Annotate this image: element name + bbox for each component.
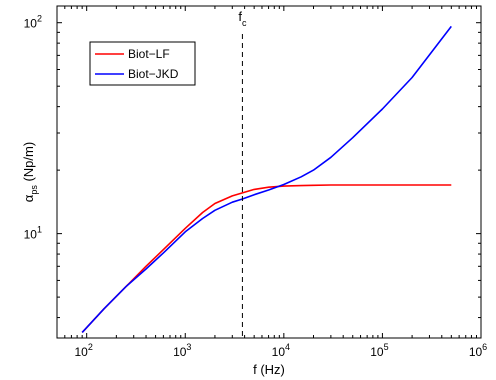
x-tick-label: 102 — [74, 342, 92, 359]
fc-label: fc — [238, 9, 247, 28]
x-tick-label: 105 — [370, 342, 388, 359]
y-axis-label-sub: ps — [29, 185, 39, 195]
legend-box — [89, 41, 196, 86]
y-axis-label: αps (Np/m) — [21, 142, 39, 202]
y-axis-label-unit: (Np/m) — [21, 142, 36, 185]
x-tick-label: 103 — [173, 342, 191, 359]
x-tick-label: 104 — [272, 342, 290, 359]
y-tick-label: 101 — [24, 225, 42, 242]
axis-ticks: 102 103 104 105 106 101 102 — [24, 6, 487, 359]
series-line-biot-jkd — [81, 25, 452, 333]
x-tick-label: 106 — [469, 342, 487, 359]
y-tick-label: 102 — [24, 14, 42, 31]
legend-label-biot-jkd: Biot−JKD — [128, 67, 179, 81]
y-axis-label-main: α — [21, 194, 36, 202]
x-axis-label: f (Hz) — [253, 362, 285, 377]
series-group — [81, 25, 452, 333]
legend: Biot−LF Biot−JKD — [89, 41, 196, 86]
legend-label-biot-lf: Biot−LF — [128, 47, 170, 61]
annotation-group: fc — [238, 9, 247, 338]
series-line-biot-lf — [81, 184, 452, 333]
